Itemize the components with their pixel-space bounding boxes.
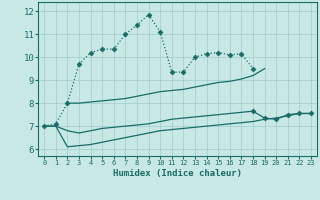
X-axis label: Humidex (Indice chaleur): Humidex (Indice chaleur) [113, 169, 242, 178]
